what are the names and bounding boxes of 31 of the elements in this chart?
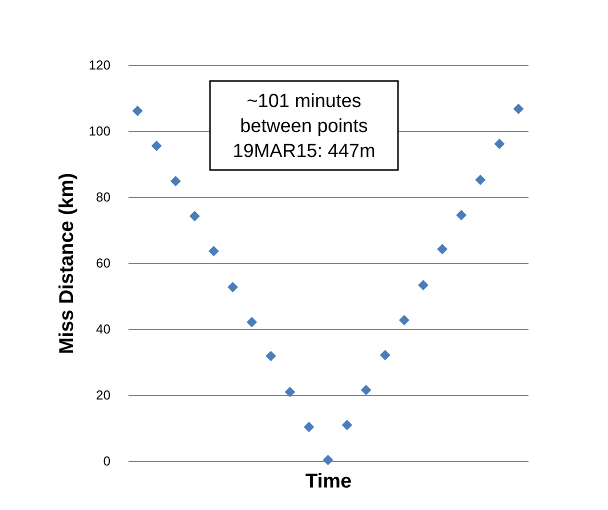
point	[208, 246, 219, 256]
y-tick-label: 80	[96, 190, 110, 204]
point	[266, 350, 276, 362]
point	[475, 174, 486, 186]
point	[398, 314, 410, 326]
point	[513, 104, 524, 114]
point	[151, 140, 162, 152]
point	[360, 384, 372, 396]
point	[246, 316, 258, 328]
point	[380, 350, 390, 360]
x-axis-title: Time	[305, 470, 352, 492]
annotation: ~101 minutes between points 19MAR15: 447m	[232, 91, 376, 162]
y-tick-label: 40	[96, 322, 110, 336]
y-tick-label: 20	[96, 388, 110, 402]
point	[456, 210, 467, 220]
y-axis-title: Miss Distance (km)	[56, 172, 78, 354]
y-tick-label: 0	[103, 454, 110, 468]
y-tick-label: 120	[88, 58, 110, 72]
point	[170, 176, 181, 186]
point	[228, 282, 238, 292]
point	[342, 420, 352, 430]
point	[189, 210, 200, 222]
point	[284, 386, 296, 398]
y-tick-label: 100	[88, 124, 110, 138]
point	[304, 422, 314, 432]
point	[418, 280, 428, 290]
point	[494, 138, 505, 150]
y-tick-label: 60	[96, 256, 110, 270]
point	[132, 106, 143, 116]
point	[322, 454, 334, 466]
point	[437, 244, 448, 254]
